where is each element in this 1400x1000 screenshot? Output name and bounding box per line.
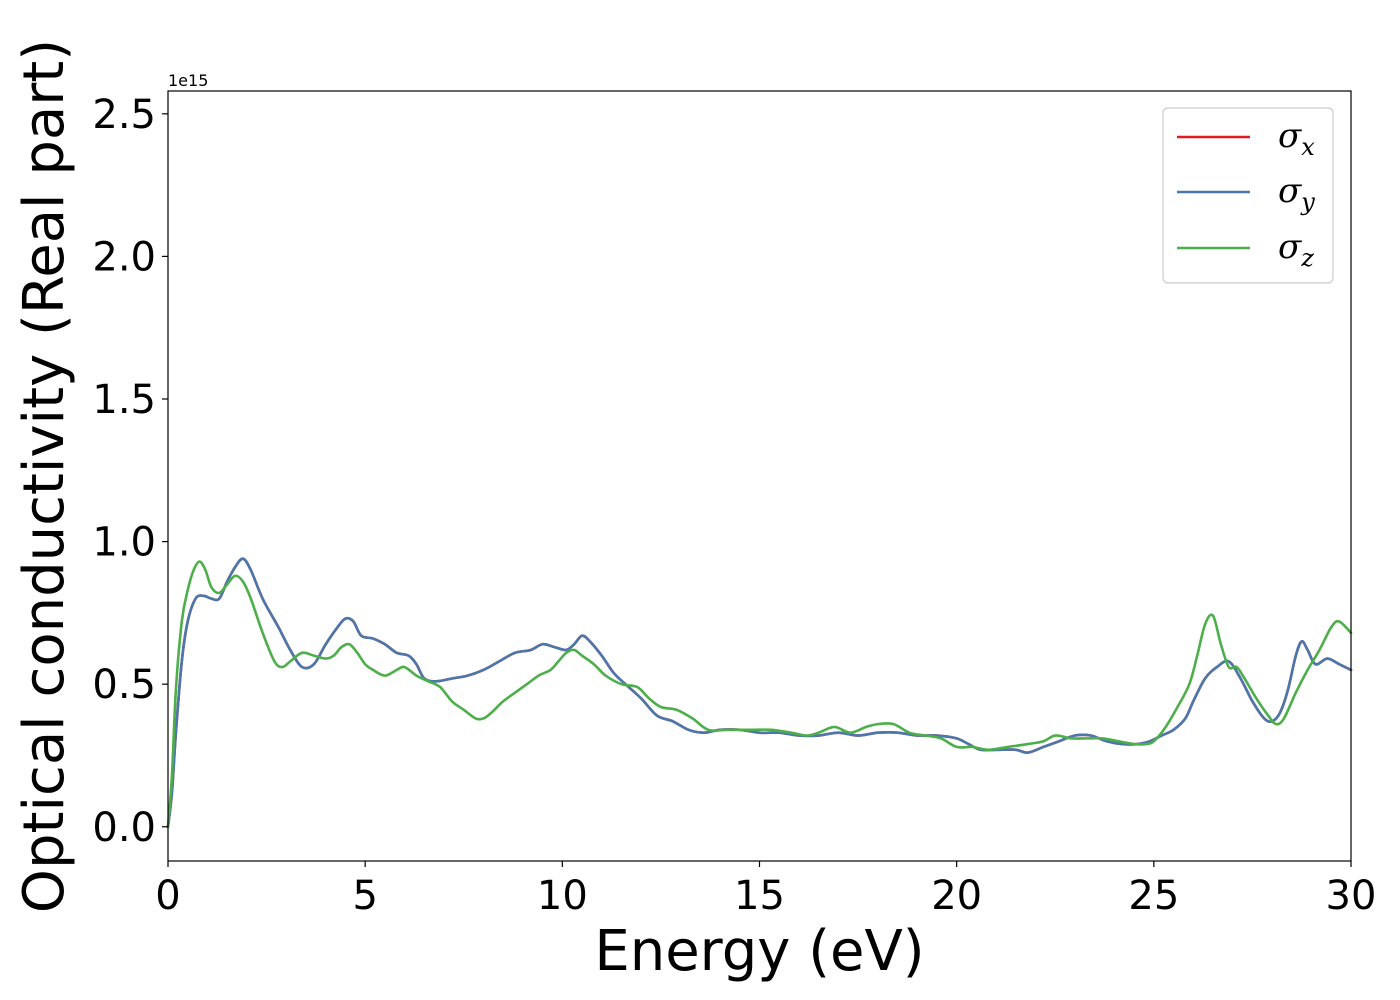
x-axis: 0 5 10 15 20 25 30 [155,861,1376,919]
legend-label-y: σy [1278,171,1315,216]
x-tick-label: 5 [352,873,377,919]
y-tick-label: 1.5 [92,377,156,423]
y-tick-label: 2.0 [92,234,156,280]
y-tick-label: 1.0 [92,520,156,566]
series-line-y [166,557,1353,829]
legend-label-x: σx [1278,116,1315,161]
x-tick-label: 10 [537,873,588,919]
x-tick-label: 20 [931,873,982,919]
x-tick-label: 30 [1326,873,1377,919]
y-axis: 0.0 0.5 1.0 1.5 2.0 2.5 [92,92,168,851]
x-axis-title: Energy (eV) [594,919,924,984]
series-group [166,557,1353,829]
series-line-z [166,560,1353,829]
legend-box [1162,107,1334,284]
y-tick-label: 2.5 [92,92,156,138]
x-tick-label: 0 [155,873,180,919]
y-offset-label: 1e15 [168,71,208,90]
y-tick-label: 0.0 [92,805,156,851]
x-tick-label: 25 [1128,873,1179,919]
legend-label-z: σz [1278,227,1314,272]
y-axis-title: Optical conductivity (Real part) [12,39,77,913]
x-tick-label: 15 [734,873,785,919]
legend: σx σy σz [1162,107,1334,284]
y-tick-label: 0.5 [92,662,156,708]
